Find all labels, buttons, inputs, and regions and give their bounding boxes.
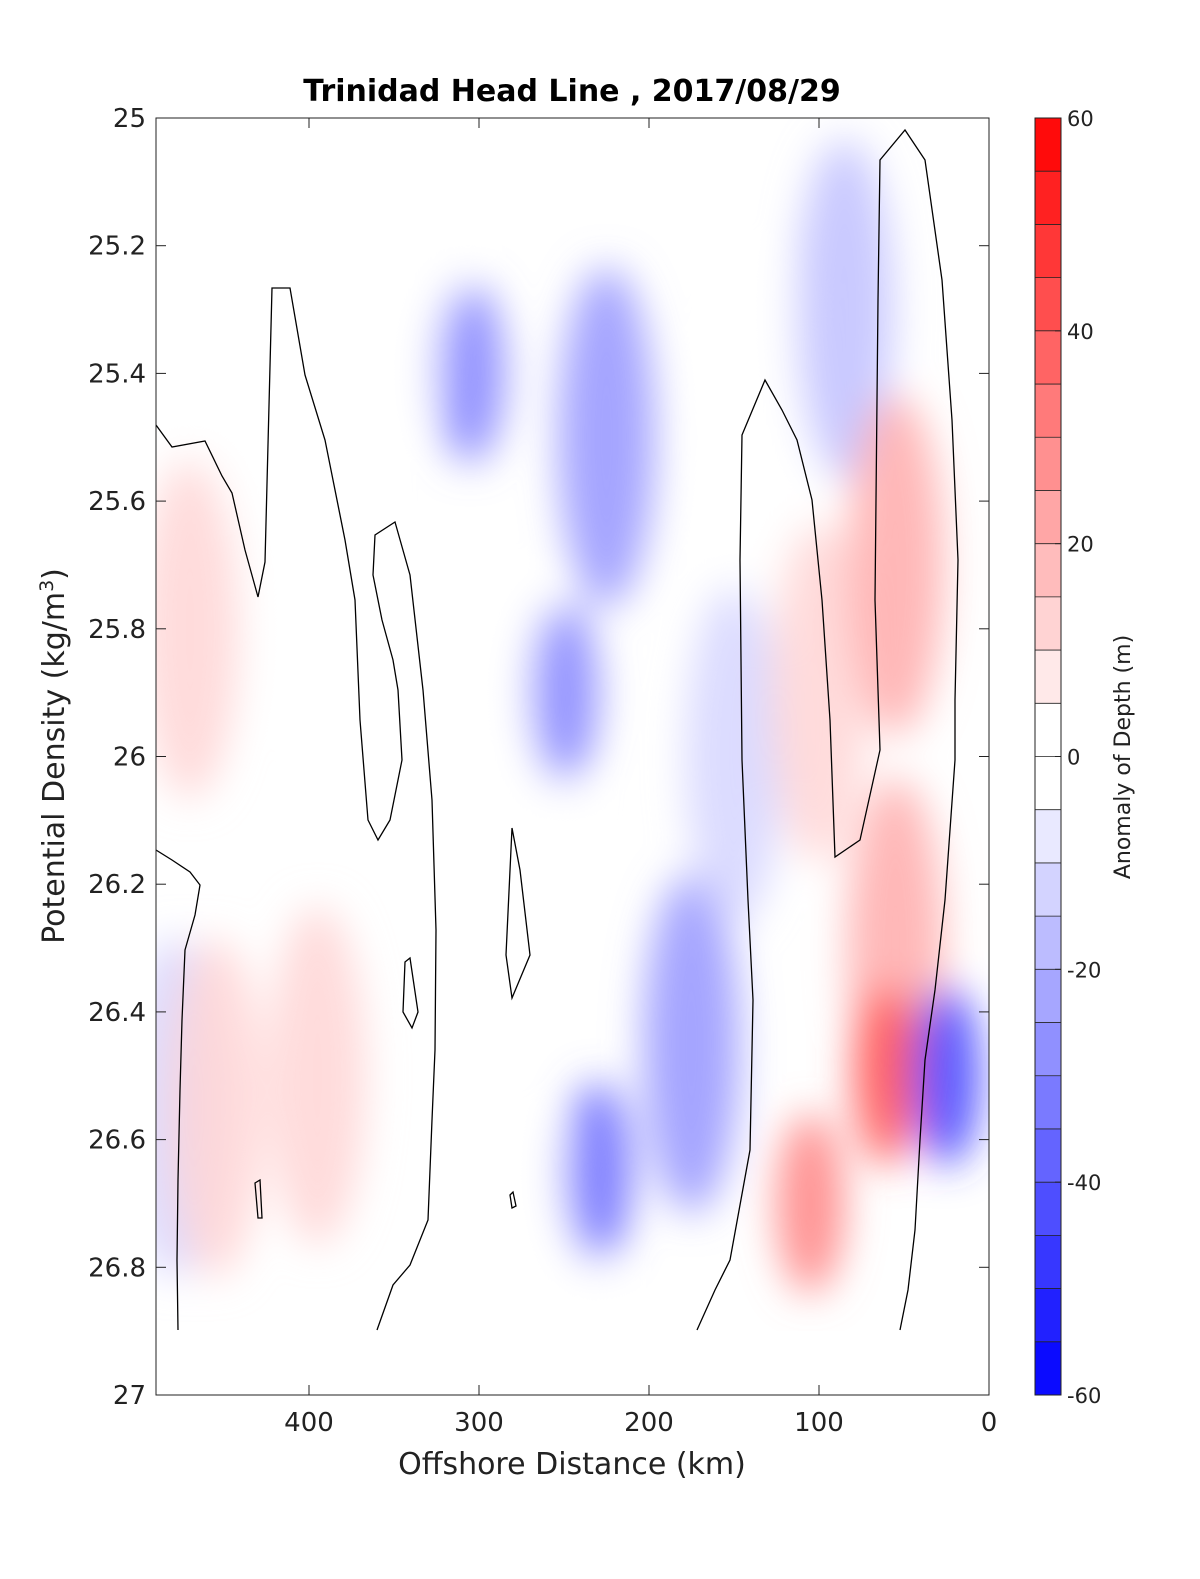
- chart-title: Trinidad Head Line , 2017/08/29: [303, 74, 840, 109]
- zero-contour-lines: [156, 128, 959, 1331]
- colorbar-band-7: [1035, 490, 1061, 545]
- colorbar-band-2: [1035, 224, 1061, 279]
- anomaly-field: [156, 118, 989, 1395]
- y-tick-label-0: 25: [113, 104, 146, 134]
- colorbar-band-12: [1035, 756, 1061, 811]
- colorbar-band-21: [1035, 1235, 1061, 1290]
- y-tick-label-8: 26.6: [88, 1126, 146, 1156]
- zero-contour-5: [254, 1178, 263, 1219]
- colorbar-band-14: [1035, 862, 1061, 917]
- colorbar-band-5: [1035, 384, 1061, 438]
- y-tick-label-10: 27: [113, 1381, 146, 1411]
- colorbar-tick-label-1: 40: [1067, 320, 1094, 344]
- colorbar-band-3: [1035, 277, 1061, 332]
- y-axis-label-main: Potential Density (kg/m: [37, 592, 72, 944]
- x-tick-label-4: 0: [981, 1408, 998, 1438]
- y-tick-label-6: 26.2: [88, 870, 146, 900]
- anomaly-blob-4: [269, 905, 366, 1246]
- colorbar: 60 40 20 0 -20 -40 -60: [1034, 107, 1101, 1408]
- zero-contour-7: [696, 128, 959, 1331]
- colorbar-band-15: [1035, 916, 1061, 970]
- y-tick-label-3: 25.6: [88, 487, 146, 517]
- y-tick-label-7: 26.4: [88, 998, 146, 1028]
- zero-contour-4: [505, 827, 531, 1001]
- x-tick-label-2: 200: [624, 1408, 674, 1438]
- y-tick-label-9: 26.8: [88, 1253, 146, 1283]
- anomaly-blob-20: [853, 985, 921, 1166]
- colorbar-tick-label-5: -40: [1067, 1171, 1101, 1195]
- colorbar-band-6: [1035, 437, 1061, 491]
- colorbar-band-10: [1035, 650, 1061, 704]
- colorbar-band-18: [1035, 1075, 1061, 1130]
- anomaly-blob-1: [156, 458, 238, 799]
- anomaly-blob-17: [796, 139, 893, 480]
- colorbar-label: Anomaly of Depth (m): [1111, 635, 1136, 879]
- colorbar-tick-label-0: 60: [1067, 107, 1094, 131]
- zero-contour-6: [509, 1190, 517, 1209]
- anomaly-blob-13: [643, 873, 740, 1214]
- y-tick-label-2: 25.4: [88, 359, 146, 389]
- anomaly-blob-18: [847, 394, 944, 735]
- zero-contour-1: [156, 287, 437, 1331]
- colorbar-band-4: [1035, 330, 1061, 385]
- anomaly-blob-12: [564, 1081, 632, 1262]
- colorbar-tick-label-3: 0: [1067, 746, 1080, 770]
- colorbar-band-13: [1035, 809, 1061, 864]
- colorbar-band-19: [1035, 1128, 1061, 1183]
- anomaly-blob-10: [530, 602, 598, 783]
- anomaly-blob-7: [436, 283, 505, 464]
- y-axis: 25 25.2 25.4 25.6 25.8 26 26.2 26.4 26.6 26.8 27: [88, 104, 989, 1411]
- y-axis-label-close: ): [37, 568, 72, 580]
- y-axis-label-superscript: 3: [36, 580, 58, 592]
- anomaly-blob-21: [776, 1113, 845, 1294]
- zero-contour-2: [156, 849, 201, 1331]
- x-tick-label-1: 300: [454, 1408, 504, 1438]
- no-data-region: [156, 1331, 989, 1395]
- colorbar-band-23: [1035, 1341, 1061, 1396]
- y-tick-label-1: 25.2: [88, 232, 146, 262]
- colorbar-band-22: [1035, 1288, 1061, 1343]
- anomaly-blob-0: [184, 171, 281, 512]
- colorbar-band-9: [1035, 596, 1061, 651]
- y-tick-label-5: 26: [113, 743, 146, 773]
- x-tick-label-0: 400: [284, 1408, 334, 1438]
- colorbar-tick-label-4: -20: [1067, 958, 1101, 982]
- colorbar-band-16: [1035, 969, 1061, 1024]
- colorbar-band-11: [1035, 703, 1061, 757]
- anomaly-blob-16: [771, 522, 867, 863]
- x-axis-label: Offshore Distance (km): [398, 1447, 746, 1482]
- y-axis-label: Potential Density (kg/m3): [36, 568, 72, 944]
- anomaly-blobs: [156, 118, 981, 1395]
- colorbar-tick-label-2: 20: [1067, 533, 1094, 557]
- colorbar-band-17: [1035, 1022, 1061, 1077]
- colorbar-tick-label-6: -60: [1067, 1384, 1101, 1408]
- y-tick-label-4: 25.8: [88, 615, 146, 645]
- zero-contour-3: [402, 956, 419, 1030]
- anomaly-blob-6: [363, 118, 459, 416]
- anomaly-blob-22: [912, 985, 981, 1166]
- colorbar-band-8: [1035, 543, 1061, 598]
- anomaly-blob-15: [720, 267, 816, 608]
- x-axis: 400 300 200 100 0: [284, 118, 997, 1438]
- anomaly-blob-11: [558, 267, 655, 608]
- colorbar-band-1: [1035, 171, 1061, 225]
- x-tick-label-3: 100: [794, 1408, 844, 1438]
- colorbar-band-0: [1035, 118, 1061, 172]
- anomaly-blob-14: [686, 586, 782, 927]
- anomaly-blob-5: [278, 394, 374, 735]
- colorbar-band-20: [1035, 1182, 1061, 1236]
- anomaly-blob-3: [167, 937, 264, 1278]
